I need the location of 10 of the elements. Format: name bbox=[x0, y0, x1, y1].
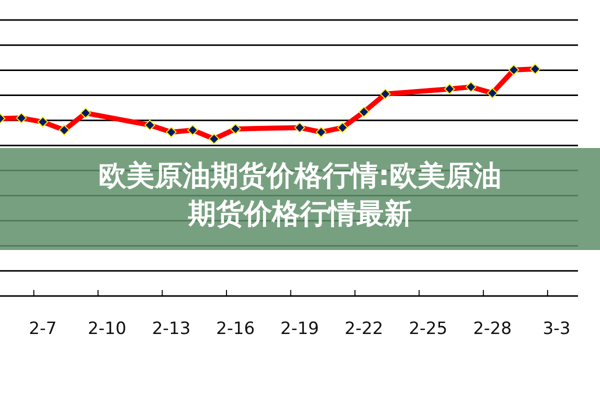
x-tick-label: 2-7 bbox=[28, 319, 57, 339]
x-tick-label: 3-3 bbox=[542, 319, 570, 339]
x-tick-label: 2-28 bbox=[473, 319, 512, 339]
x-tick-label: 2-10 bbox=[88, 319, 126, 339]
x-tick-label: 2-25 bbox=[408, 319, 448, 339]
x-tick-label: 2-22 bbox=[344, 319, 384, 339]
text: 欧美原油期货价格行情:欧美原油期货价格行情最新 bbox=[98, 159, 502, 230]
x-tick-label: 2-13 bbox=[152, 319, 191, 339]
x-tick-label: 2-19 bbox=[280, 319, 319, 339]
x-tick-label: 2-16 bbox=[216, 319, 255, 339]
